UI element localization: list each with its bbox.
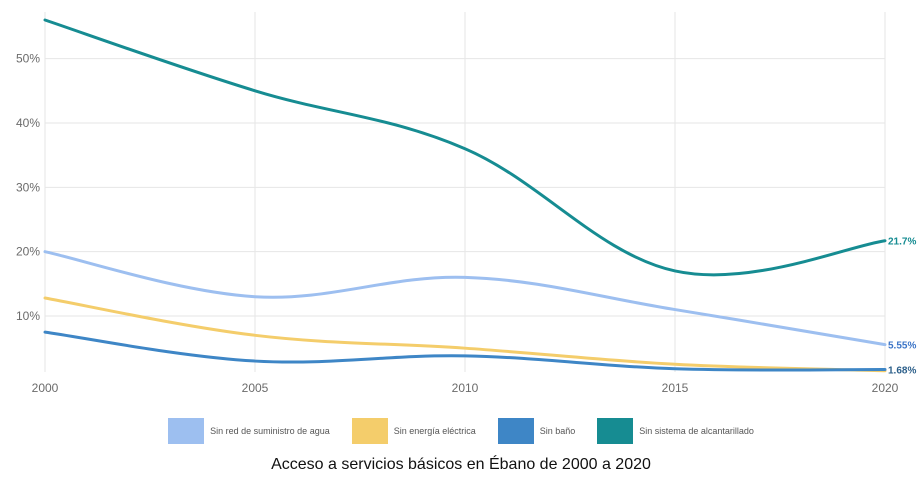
legend-swatch [351, 418, 388, 444]
chart-title: Acceso a servicios básicos en Ébano de 2… [271, 456, 651, 473]
y-tick-label: 40% [16, 116, 40, 130]
series-line-sin-ba-o [43, 330, 887, 372]
end-label: 5.55% [888, 341, 916, 352]
y-axis-labels: 10% 20% 30% 40% 50% [16, 52, 40, 323]
legend-label: Sin baño [539, 426, 576, 436]
legend-label: Sin sistema de alcantarillado [639, 426, 754, 436]
y-tick-label: 20% [16, 245, 40, 259]
legend-swatch [597, 418, 634, 444]
series-line-sin-sistema-de-alcantarillado [43, 18, 887, 277]
legend-item: Sin energía eléctrica [351, 418, 476, 444]
x-tick-label: 2015 [662, 381, 689, 395]
end-label: 21.7% [888, 237, 916, 248]
end-label: 1.68% [888, 366, 916, 377]
legend-item: Sin sistema de alcantarillado [597, 418, 754, 444]
legend: Sin red de suministro de agua Sin energía… [0, 418, 922, 444]
x-tick-label: 2000 [32, 381, 59, 395]
end-labels: 5.55% 1.68% 21.7% [888, 237, 916, 377]
x-tick-label: 2005 [242, 381, 269, 395]
y-tick-label: 10% [16, 309, 40, 323]
y-tick-label: 30% [16, 180, 40, 194]
line-chart: 10% 20% 30% 40% 50% 2000 2005 2010 2015 2020 5.5… [16, 12, 916, 395]
legend-swatch [497, 418, 534, 444]
series-line-sin-red-de-suministro-de-agua [43, 250, 887, 347]
grid [44, 12, 886, 372]
y-tick-label: 50% [16, 52, 40, 66]
x-tick-label: 2020 [872, 381, 899, 395]
series-line-sin-energ-a-el-ctrica [43, 296, 887, 373]
legend-label: Sin red de suministro de agua [210, 426, 330, 436]
x-axis-labels: 2000 2005 2010 2015 2020 [32, 381, 899, 395]
legend-item: Sin baño [497, 418, 576, 444]
x-tick-label: 2010 [452, 381, 479, 395]
legend-label: Sin energía eléctrica [393, 426, 476, 436]
legend-item: Sin red de suministro de agua [168, 418, 330, 444]
legend-swatch [168, 418, 205, 444]
series-lines [43, 18, 887, 373]
